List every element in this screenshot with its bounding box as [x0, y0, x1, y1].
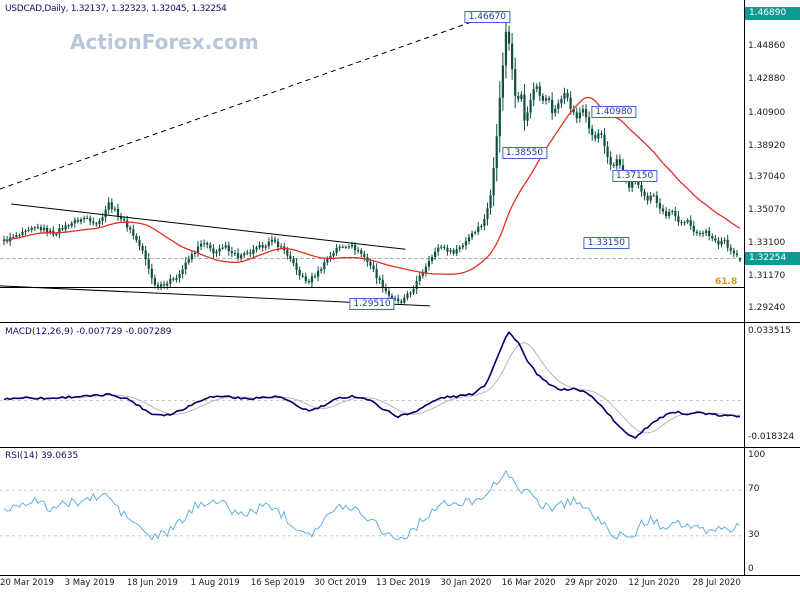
price-axis-tick: 1.33100: [748, 238, 786, 249]
price-axis-tick: 1.31170: [748, 270, 786, 281]
date-axis-label: 20 Mar 2019: [0, 578, 54, 588]
date-axis-label: 30 Jan 2020: [440, 578, 492, 588]
macd-axis-max: 0.033515: [748, 326, 791, 336]
price-axis-tick: 1.29240: [748, 302, 786, 313]
price-axis-tick: 1.40900: [748, 107, 786, 118]
macd-axis-min: -0.018324: [748, 432, 795, 442]
fib-61-8-label: 61.8: [715, 276, 738, 287]
price-level-box: 1.33150: [583, 237, 629, 250]
price-level-box: 1.40980: [591, 106, 637, 119]
date-axis-label: 30 Oct 2019: [314, 578, 367, 588]
right-axis-border: [744, 0, 745, 575]
date-axis-label: 18 Jun 2019: [126, 578, 178, 588]
price-level-box: 1.46670: [464, 10, 510, 23]
rsi-axis-tick: 70: [748, 484, 760, 495]
ascending-dashed-trendline: [0, 16, 486, 190]
price-macd-separator: [0, 322, 800, 323]
macd-indicator-label: MACD(12,26,9) -0.007729 -0.007289: [5, 327, 172, 337]
rsi-axis-tick: 30: [748, 529, 760, 540]
rsi-axis-tick: 0: [748, 564, 754, 574]
macd-rsi-separator: [0, 447, 800, 448]
descending-trendline: [11, 203, 406, 250]
price-axis-tick: 1.35070: [748, 205, 786, 216]
date-axis-label: 16 Sep 2019: [250, 578, 305, 588]
price-axis-tick: 1.38920: [748, 140, 786, 151]
price-level-box: 1.37150: [612, 170, 658, 183]
date-axis-label: 12 Jun 2020: [628, 578, 680, 588]
price-level-box: 1.29510: [349, 298, 395, 311]
rsi-axis-tick: 100: [748, 450, 766, 460]
axis-high-price-badge: 1.46890: [745, 6, 800, 20]
date-axis-label: 29 Apr 2020: [565, 578, 618, 588]
date-axis-label: 13 Dec 2019: [376, 578, 431, 588]
price-axis-tick: 1.37040: [748, 172, 786, 183]
chart-title: USDCAD,Daily, 1.32137, 1.32323, 1.32045,…: [5, 4, 227, 14]
date-axis-label: 1 Aug 2019: [190, 578, 240, 588]
axis-current-price-badge: 1.32254: [745, 251, 800, 265]
rsi-indicator-label: RSI(14) 39.0635: [5, 451, 79, 461]
date-axis-label: 16 Mar 2020: [501, 578, 556, 588]
date-axis-label: 3 May 2019: [64, 578, 115, 588]
price-level-box: 1.38550: [501, 146, 548, 159]
price-axis-tick: 1.42880: [748, 74, 786, 85]
price-axis-tick: 1.44860: [748, 41, 786, 52]
date-axis-label: 28 Jul 2020: [692, 578, 741, 588]
watermark: ActionForex.com: [70, 30, 259, 54]
bottom-axis-line: [0, 575, 800, 576]
